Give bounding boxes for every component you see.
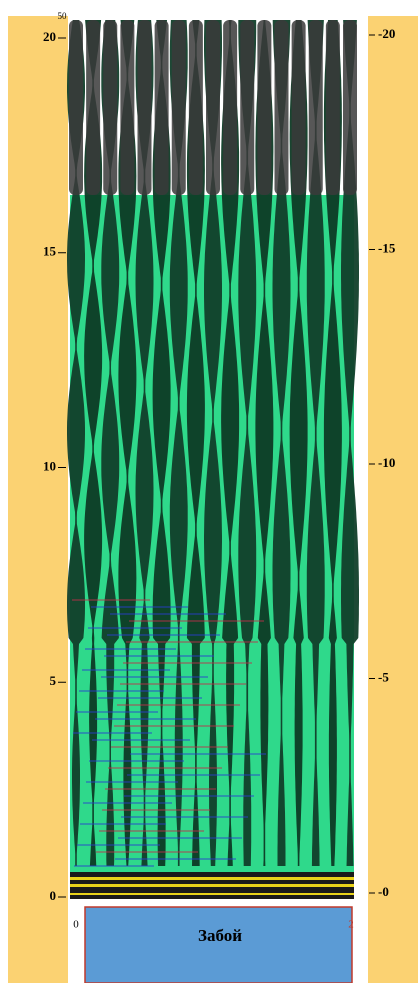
trace [169,20,188,866]
trace-top [274,20,289,195]
trace [84,20,103,866]
trace [118,20,137,866]
trace-top [223,20,238,195]
annotation-box [84,906,353,983]
trace [152,20,171,866]
y-tick-label: 5 [50,673,57,688]
trace-top [308,20,323,195]
trace [67,20,85,866]
bottom-band [70,877,354,880]
trace-top [120,20,135,195]
x-start-label: 0 [73,919,79,931]
bottom-band [70,887,354,893]
trace-top [188,20,203,195]
trace [101,20,120,866]
bottom-band [70,880,354,884]
trace [221,20,240,866]
bottom-band [70,893,354,895]
trace-top [240,20,255,195]
right-panel [368,16,418,983]
traces [67,20,359,899]
top-label: 50 [58,11,68,21]
y-tick-label: 0 [50,888,57,903]
trace [323,20,342,866]
trace-top [171,20,186,195]
trace [255,20,274,866]
trace [135,20,154,866]
y2-tick-label: -15 [378,240,396,255]
bottom-band [70,884,354,887]
trace-top [154,20,169,195]
y-tick-label: 15 [43,244,57,259]
trace-top [343,20,357,195]
trace [341,20,359,866]
y-tick-label: 10 [43,458,56,473]
y-tick-label: 20 [43,29,56,44]
trace-top [69,20,83,195]
trace-top [137,20,152,195]
annotation: Забой [198,926,242,945]
trace-top [325,20,340,195]
trace-top [257,20,272,195]
trace [186,20,205,866]
y2-tick-label: -5 [378,669,389,684]
trace [289,20,308,866]
y2-tick-label: -10 [378,455,395,470]
trace-top [206,20,220,195]
y2-tick-label: -0 [378,884,389,899]
trace-top [103,20,118,195]
trace-top [86,20,101,195]
trace [306,20,325,866]
x-end-label: 2 [348,919,354,931]
left-panel [8,16,68,983]
bottom-band [70,872,354,877]
trace [238,20,257,866]
trace [272,20,291,866]
trace-top [291,20,306,195]
trace [204,20,222,866]
y2-tick-label: -20 [378,26,395,41]
bottom-band [70,895,354,899]
